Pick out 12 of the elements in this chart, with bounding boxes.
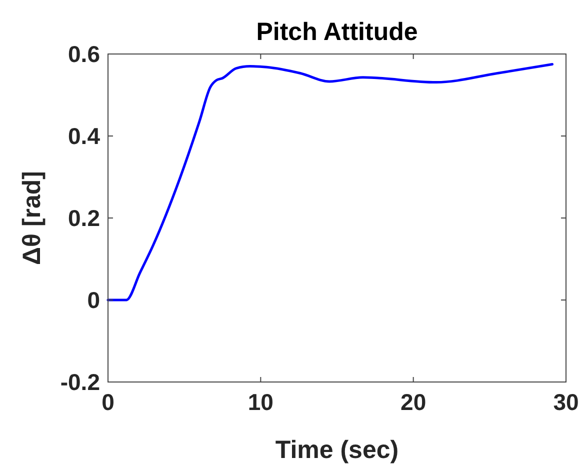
y-tick-label: 0	[87, 287, 100, 314]
line-series	[106, 63, 554, 302]
y-tick-label: 0.2	[68, 205, 100, 232]
x-tick-label: 10	[248, 389, 274, 415]
x-tick-label: 20	[400, 389, 426, 415]
x-tick-label: 30	[553, 389, 579, 415]
x-axis-title: Time (sec)	[275, 436, 399, 464]
chart-title: Pitch Attitude	[256, 18, 418, 46]
y-axis-title: Δθ [rad]	[18, 171, 46, 265]
y-tick-label: 0.4	[68, 123, 100, 150]
y-tick-label: 0.6	[68, 41, 100, 68]
y-tick-label: -0.2	[60, 369, 100, 396]
